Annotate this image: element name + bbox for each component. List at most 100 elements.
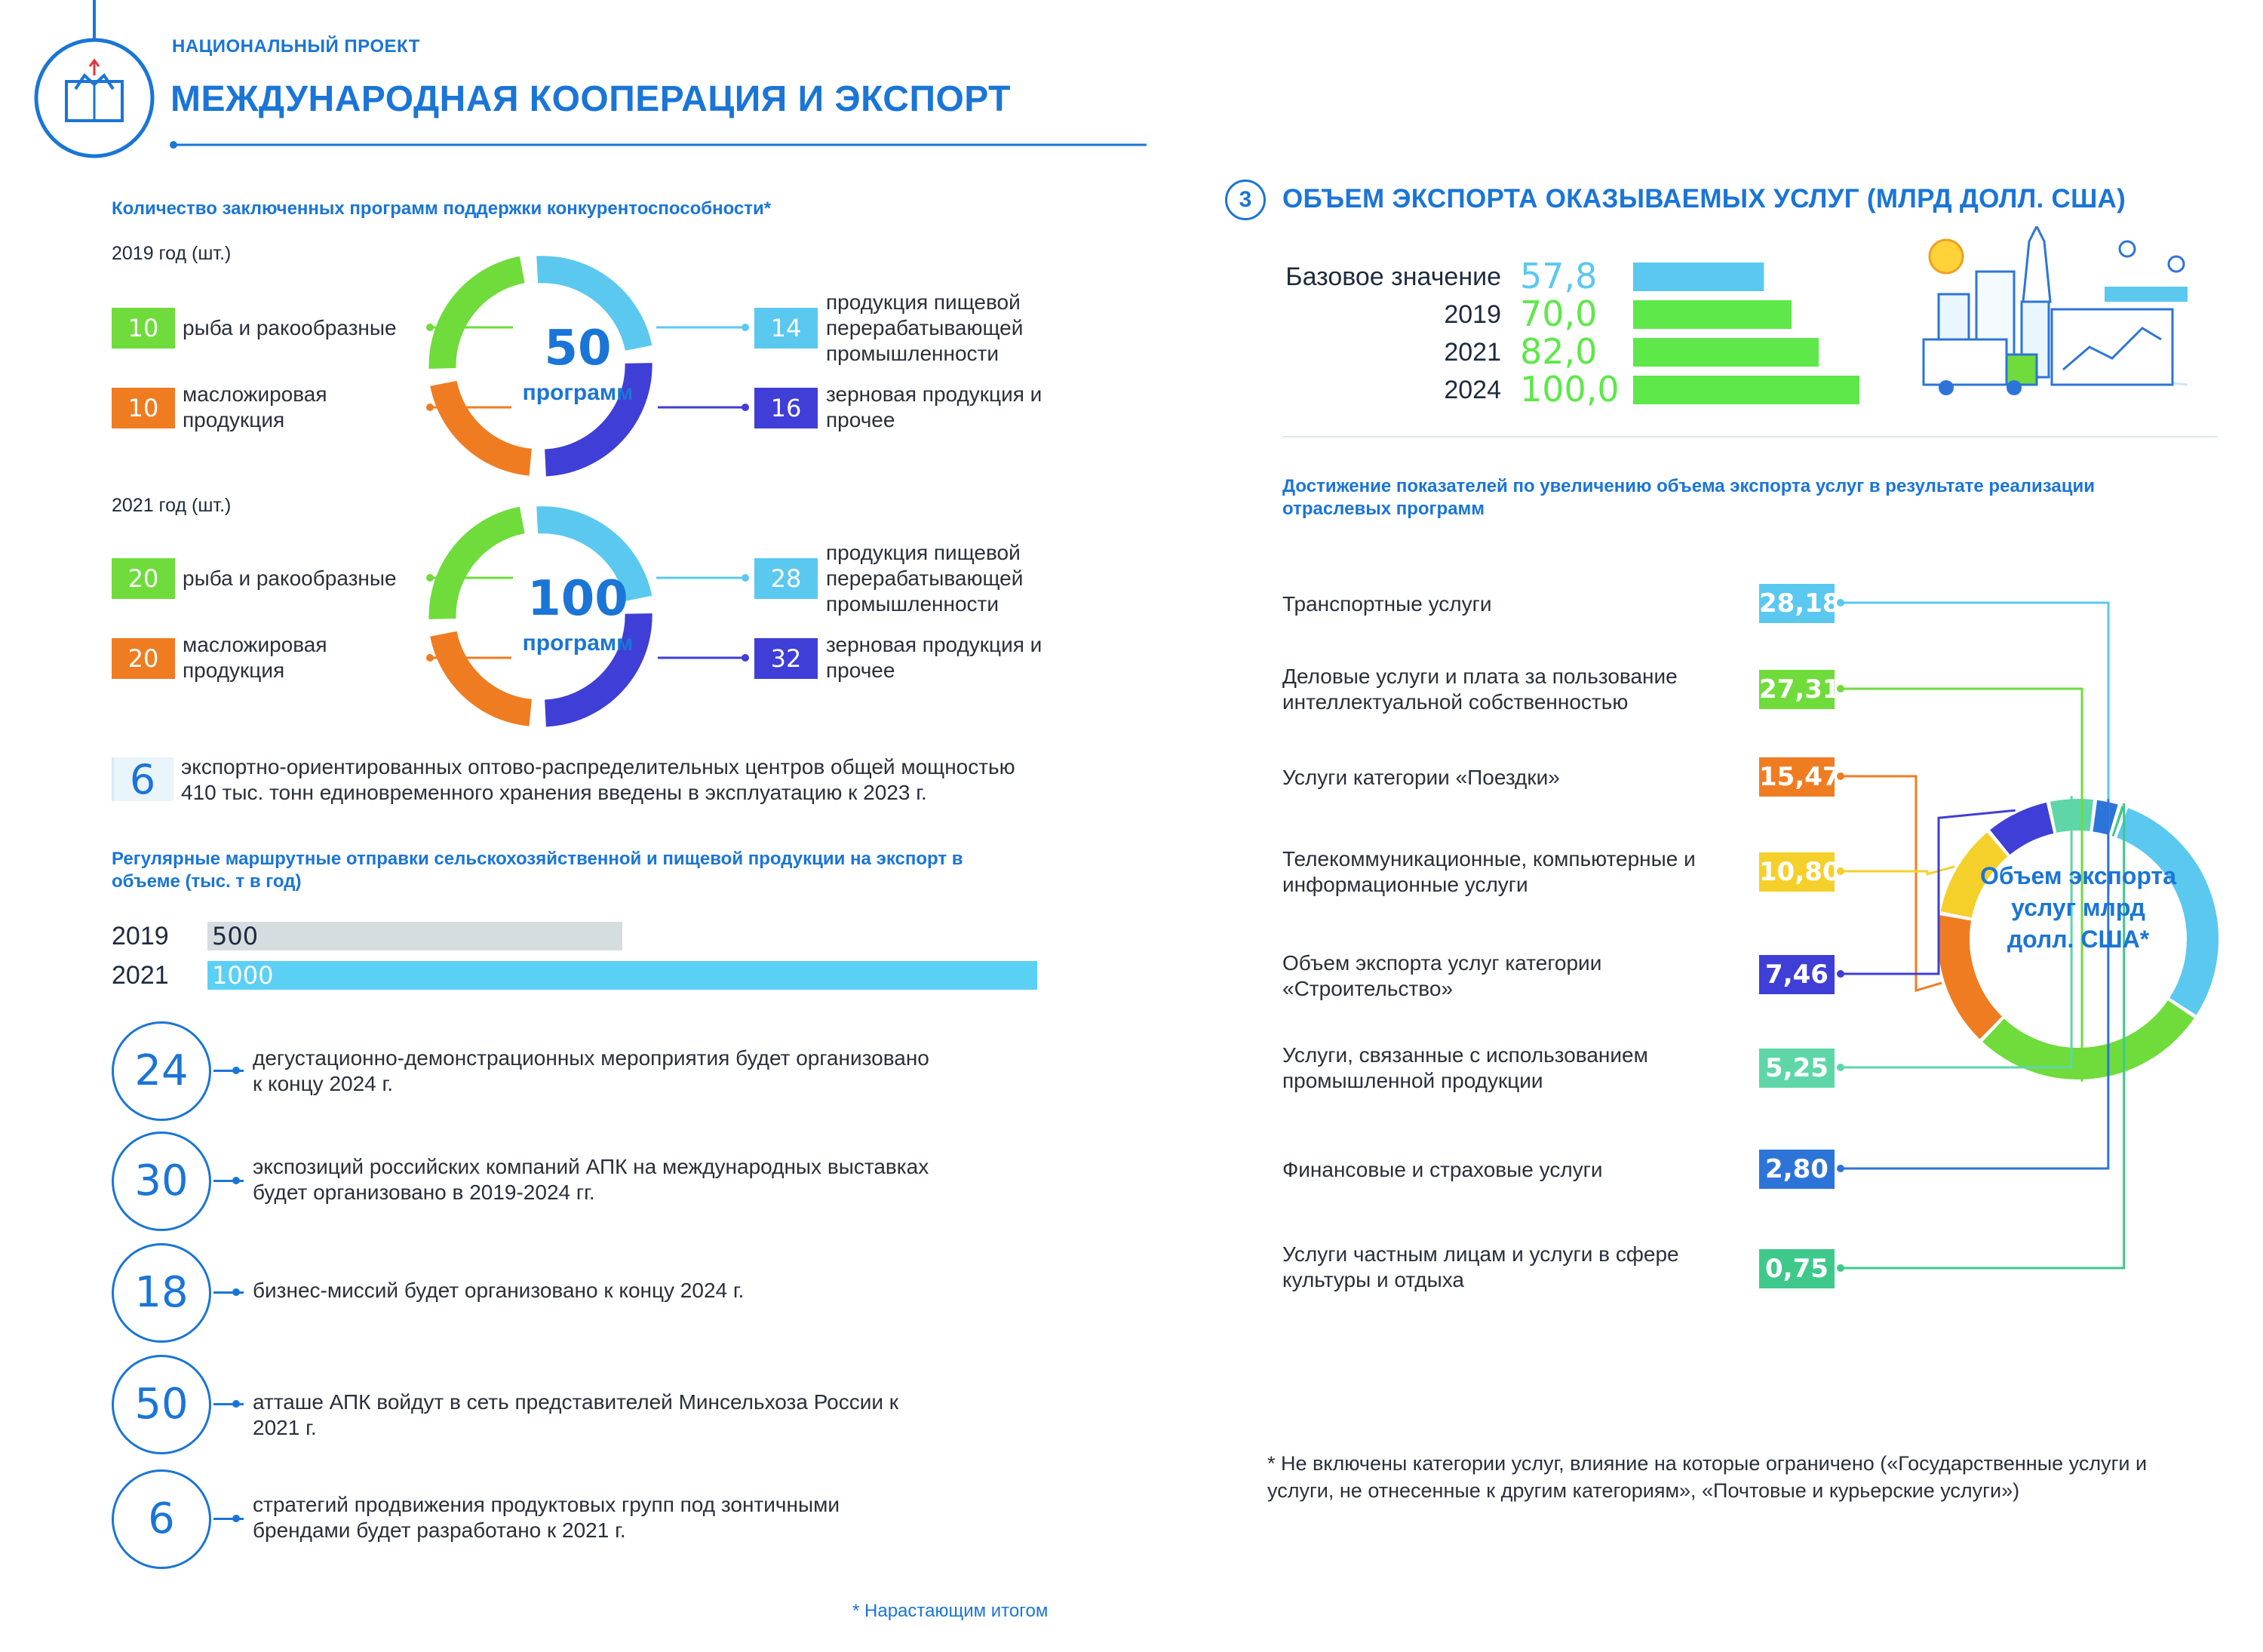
svc-label-construction: Объем экспорта услуг категории «Строител…	[1282, 951, 1602, 1000]
cat-2021-oil: масложировая продукция	[183, 633, 327, 682]
project-label: НАЦИОНАЛЬНЫЙ ПРОЕКТ	[172, 36, 420, 57]
services-divider	[1282, 436, 2218, 438]
services-donut-segment	[1940, 832, 2008, 919]
services-leader-dot	[1837, 1064, 1844, 1071]
cat-2021-fish: рыба и ракообразные	[183, 567, 397, 590]
centers-text: экспортно-ориентированных оптово-распред…	[181, 755, 1015, 804]
stat-text: дегустационно-демонстрационных мероприят…	[253, 1046, 929, 1095]
cat-2021-food: продукция пищевой перерабатывающей промы…	[826, 541, 1024, 616]
services-year-label: Базовое значение	[1285, 263, 1501, 291]
routes-bar-value: 1000	[212, 961, 273, 990]
services-leader-dot	[1837, 970, 1844, 978]
stat-text: бизнес-миссий будет организовано к концу…	[253, 1279, 745, 1302]
routes-bar-value: 500	[212, 922, 258, 950]
stat-dot	[232, 1515, 240, 1522]
svc-value-travel: 15,47	[1759, 757, 1841, 797]
cat-2019-grain: зерновая продукция и прочее	[826, 382, 1042, 431]
routes-bar	[207, 961, 1037, 990]
map-pin-icon	[2118, 240, 2136, 258]
svc-value-telecom: 10,80	[1759, 852, 1841, 892]
stat-connector	[213, 1070, 244, 1072]
services-leader-line	[1841, 775, 1942, 993]
donut-2019-total-label: программ	[522, 380, 634, 405]
project-logo-icon	[34, 0, 155, 158]
routes-title: Регулярные маршрутные отправки сельскохо…	[112, 849, 963, 892]
donut-2019-seg-oil	[430, 380, 533, 476]
services-year-value: 70,0	[1520, 293, 1597, 334]
services-leader-dot	[1837, 1165, 1844, 1172]
svc-value-finance: 2,80	[1759, 1150, 1835, 1189]
services-leader-line	[1841, 865, 1955, 876]
services-bar	[1633, 300, 1792, 329]
svc-value-culture: 0,75	[1759, 1249, 1835, 1288]
badge-2021-food: 28	[754, 558, 818, 599]
services-leader-line	[1841, 809, 2016, 975]
stat-text: атташе АПК войдут в сеть представителей …	[253, 1390, 899, 1439]
donut-2021-total-label: программ	[522, 631, 634, 656]
services-donut-label: Объем экспорта услуг млрд долл. США*	[1979, 862, 2177, 953]
stat-connector	[213, 1291, 244, 1294]
badge-2021-fish: 20	[112, 558, 175, 599]
routes-chart: 2019 500 2021 1000	[112, 922, 1037, 990]
donut-2021-seg-oil	[430, 631, 533, 726]
services-year-label: 2019	[1444, 300, 1501, 329]
donut-2021-total: 100	[527, 571, 628, 627]
services-year-label: 2024	[1444, 376, 1501, 404]
svc-label-telecom: Телекоммуникационные, компьютерные и инф…	[1282, 847, 1696, 896]
stat-dot	[232, 1288, 240, 1296]
services-leader-line	[1841, 799, 2110, 1170]
truck-icon	[1922, 338, 2008, 386]
services-leader-dot	[1837, 599, 1844, 606]
stat-value: 6	[112, 1469, 211, 1569]
programs-2021-donut	[426, 506, 749, 727]
svc-label-culture: Услуги частным лицам и услуги в сфере ку…	[1282, 1242, 1679, 1291]
donut-2019-seg-fish	[428, 256, 526, 369]
svc-value-industrial: 5,25	[1759, 1049, 1835, 1088]
svc-value-business: 27,31	[1759, 670, 1841, 709]
cat-2019-food: продукция пищевой перерабатывающей промы…	[826, 290, 1024, 365]
stat-value: 18	[112, 1243, 211, 1343]
services-year-value: 100,0	[1520, 369, 1620, 410]
footnote-left: * Нарастающим итогом	[852, 1601, 1049, 1621]
stat-dot	[232, 1177, 240, 1184]
centers-badge	[112, 757, 173, 801]
svc-label-business: Деловые услуги и плата за пользование ин…	[1282, 665, 1678, 714]
badge-2019-grain: 16	[754, 388, 818, 428]
services-year-value: 57,8	[1520, 256, 1597, 296]
services-donut	[1837, 599, 2218, 1272]
badge-2021-oil: 20	[112, 638, 175, 679]
svc-label-industrial: Услуги, связанные с использованием промы…	[1282, 1043, 1648, 1092]
centers-value: 6	[129, 756, 156, 803]
services-leader-line	[1841, 601, 2110, 895]
cat-2021-grain: зерновая продукция и прочее	[826, 633, 1042, 682]
services-leader-dot	[1837, 867, 1844, 875]
header-underline	[170, 141, 1147, 149]
stat-text: экспозиций российских компаний АПК на ме…	[253, 1155, 929, 1204]
services-donut-segment	[2116, 808, 2218, 1015]
services-donut-segment	[1990, 802, 2054, 855]
stat-connector	[213, 1403, 244, 1405]
routes-year-label: 2021	[112, 961, 169, 990]
badge-2019-fish: 10	[112, 308, 175, 349]
badge-2021-grain: 32	[754, 638, 818, 679]
donut-2021-seg-food	[536, 506, 652, 602]
programs-title: Количество заключенных программ поддержк…	[112, 198, 772, 219]
donut-2021-seg-grain	[544, 613, 652, 727]
services-year-label: 2021	[1444, 338, 1501, 367]
svc-label-travel: Услуги категории «Поездки»	[1282, 766, 1560, 789]
cat-2019-oil: масложировая продукция	[183, 382, 327, 431]
svc-value-construction: 7,46	[1759, 955, 1835, 994]
services-bar	[1633, 263, 1764, 291]
stat-value: 50	[112, 1355, 211, 1454]
services-donut-segment	[1938, 915, 2003, 1039]
stat-value: 30	[112, 1132, 211, 1231]
donut-2021-seg-fish	[428, 506, 526, 619]
donut-2019-seg-grain	[544, 363, 652, 477]
badge-2019-food: 14	[754, 308, 818, 349]
programs-2019-label: 2019 год (шт.)	[112, 243, 232, 264]
services-volume-chart: Базовое значение 57,8 2019 70,0 2021 82,0 2024…	[1285, 256, 1859, 410]
services-bar	[1633, 376, 1859, 404]
circle-stats: 24 дегустационно-демонстрационных меропр…	[0, 1011, 1056, 1584]
programs-2019-donut	[426, 256, 749, 477]
services-leader-line	[1841, 803, 2126, 1270]
